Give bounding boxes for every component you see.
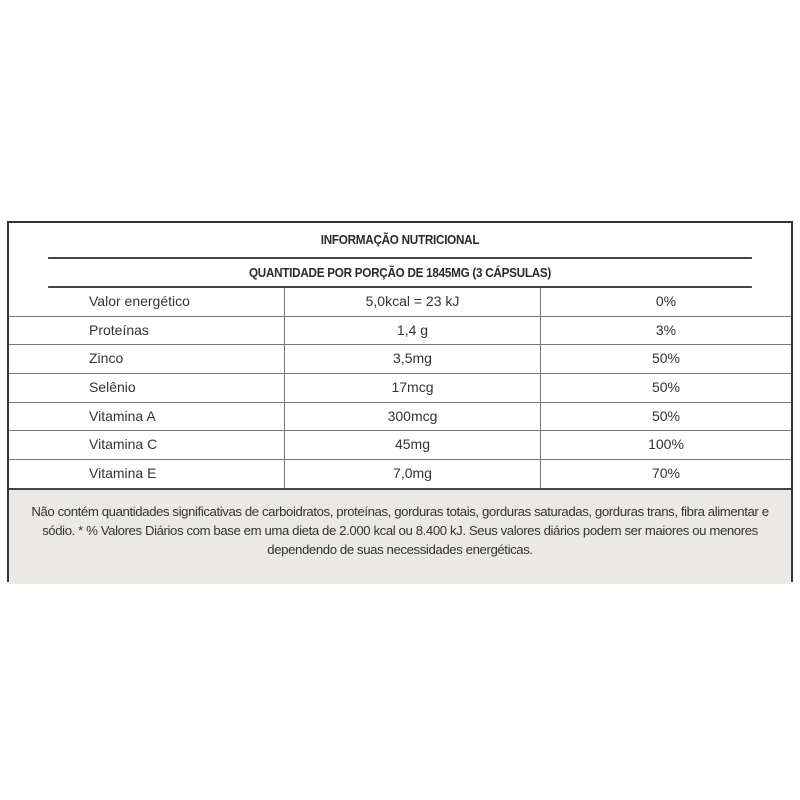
daily-value: 50% <box>651 379 681 396</box>
daily-value: 3% <box>655 321 677 338</box>
table-row: Vitamina C 45mg 100% <box>9 431 791 461</box>
nutrient-name: Valor energético <box>9 288 285 316</box>
footnote: Não contém quantidades significativas de… <box>9 489 791 584</box>
table-row: Selênio 17mcg 50% <box>9 374 791 403</box>
table-row: Zinco 3,5mg 50% <box>9 345 791 375</box>
daily-value: 100% <box>648 436 684 453</box>
nutrient-amount: 1,4 g <box>285 316 541 345</box>
table-title: INFORMAÇÃO NUTRICIONAL <box>48 223 752 259</box>
nutrient-amount: 5,0kcal = 23 kJ <box>285 288 541 316</box>
nutrient-name: Selênio <box>9 374 285 402</box>
daily-value: 70% <box>651 465 681 482</box>
table-row: Vitamina E 7,0mg 70% <box>9 460 791 490</box>
nutrient-amount: 3,5mg <box>285 345 541 374</box>
nutrient-name: Vitamina C <box>9 431 285 460</box>
nutrient-name: Zinco <box>9 345 285 374</box>
nutrient-amount: 7,0mg <box>285 460 541 488</box>
nutrient-amount: 45mg <box>285 431 541 460</box>
nutrient-name: Proteínas <box>9 316 285 345</box>
table-row: Proteínas 1,4 g 3% <box>9 316 791 346</box>
nutrient-amount: 300mcg <box>285 402 541 431</box>
daily-value: 50% <box>651 407 681 424</box>
table-row: Valor energético 5,0kcal = 23 kJ 0% <box>9 288 791 317</box>
daily-value: 50% <box>651 350 681 367</box>
nutrient-amount: 17mcg <box>285 374 541 402</box>
nutrition-table: INFORMAÇÃO NUTRICIONAL QUANTIDADE POR PO… <box>7 221 793 584</box>
table-row: Vitamina A 300mcg 50% <box>9 402 791 432</box>
nutrient-rows: Valor energético 5,0kcal = 23 kJ 0% Proteín… <box>9 288 791 490</box>
serving-size: QUANTIDADE POR PORÇÃO DE 1845MG (3 CÁPSU… <box>48 259 752 288</box>
nutrient-name: Vitamina E <box>9 460 285 488</box>
nutrient-name: Vitamina A <box>9 402 285 431</box>
daily-value: 0% <box>655 293 677 309</box>
